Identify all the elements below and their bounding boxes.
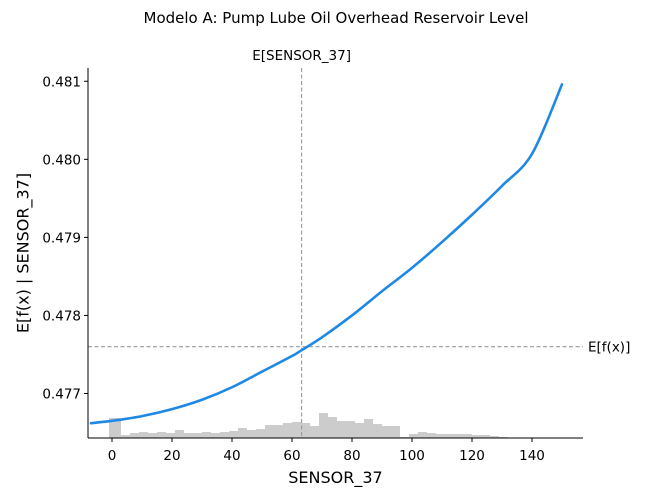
x-tick-label: 80 bbox=[343, 448, 360, 464]
x-tick-label: 100 bbox=[399, 448, 425, 464]
histogram-bar bbox=[301, 423, 310, 438]
histogram-bar bbox=[139, 432, 148, 438]
histogram-bar bbox=[472, 435, 481, 438]
expected-y-label: E[f(x)] bbox=[588, 340, 630, 356]
histogram-bar bbox=[463, 434, 472, 438]
histogram-bar bbox=[211, 433, 220, 438]
histogram-bar bbox=[265, 425, 274, 438]
expected-x-label: E[SENSOR_37] bbox=[252, 48, 351, 64]
reference-lines bbox=[88, 68, 583, 438]
histogram-bar bbox=[175, 430, 184, 438]
histogram-bar bbox=[346, 421, 355, 438]
histogram-bar bbox=[355, 423, 364, 438]
histogram-bar bbox=[364, 419, 373, 438]
histogram-bar bbox=[229, 431, 238, 438]
y-tick-label: 0.478 bbox=[42, 308, 81, 324]
histogram-bar bbox=[109, 418, 121, 438]
histogram-bar bbox=[247, 430, 256, 438]
histogram-bar bbox=[319, 413, 328, 438]
histogram-bar bbox=[481, 435, 490, 438]
histogram-bar bbox=[337, 421, 346, 438]
histogram-bar bbox=[391, 426, 400, 438]
histogram-bar bbox=[409, 434, 418, 438]
x-tick-label: 140 bbox=[519, 448, 545, 464]
histogram-bar bbox=[157, 432, 166, 438]
x-tick-label: 40 bbox=[223, 448, 240, 464]
histogram-bar bbox=[328, 417, 337, 438]
histogram-bar bbox=[193, 433, 202, 438]
histogram-bar bbox=[490, 436, 499, 438]
histogram-bar bbox=[427, 433, 436, 438]
histogram-bar bbox=[166, 433, 175, 438]
y-tick-label: 0.479 bbox=[42, 230, 81, 246]
histogram-bar bbox=[454, 434, 463, 438]
histogram-bar bbox=[436, 434, 445, 438]
x-axis-label: SENSOR_37 bbox=[288, 468, 382, 488]
histogram-bar bbox=[184, 433, 193, 438]
y-tick-label: 0.480 bbox=[42, 152, 81, 168]
x-tick-label: 120 bbox=[459, 448, 485, 464]
chart-title: Modelo A: Pump Lube Oil Overhead Reservo… bbox=[144, 9, 529, 27]
histogram-bar bbox=[202, 432, 211, 438]
histogram-bar bbox=[418, 432, 427, 438]
series-layer bbox=[89, 83, 564, 425]
histogram-bar bbox=[382, 426, 391, 438]
histogram-bar bbox=[130, 433, 139, 438]
x-tick-label: 0 bbox=[108, 448, 117, 464]
histogram-bar bbox=[445, 434, 454, 438]
series-line bbox=[89, 83, 564, 425]
histogram-bar bbox=[238, 428, 247, 438]
histogram-bar bbox=[283, 423, 292, 438]
histogram-bar bbox=[274, 425, 283, 438]
histogram bbox=[109, 413, 508, 438]
histogram-bar bbox=[256, 429, 265, 438]
histogram-bar bbox=[310, 426, 319, 438]
y-tick-label: 0.477 bbox=[42, 387, 81, 403]
y-axis-label: E[f(x) | SENSOR_37] bbox=[14, 173, 34, 333]
x-tick-label: 20 bbox=[163, 448, 180, 464]
axes: 0 20 40 60 80 100 120 140 0.477 0.478 0.479 0.480 0.… bbox=[42, 68, 583, 464]
histogram-bar bbox=[292, 422, 301, 438]
histogram-bar bbox=[373, 424, 382, 438]
histogram-bar bbox=[220, 432, 229, 438]
x-tick-label: 60 bbox=[283, 448, 300, 464]
y-tick-label: 0.481 bbox=[42, 74, 81, 90]
histogram-bar bbox=[121, 435, 130, 438]
histogram-bar bbox=[148, 433, 157, 438]
